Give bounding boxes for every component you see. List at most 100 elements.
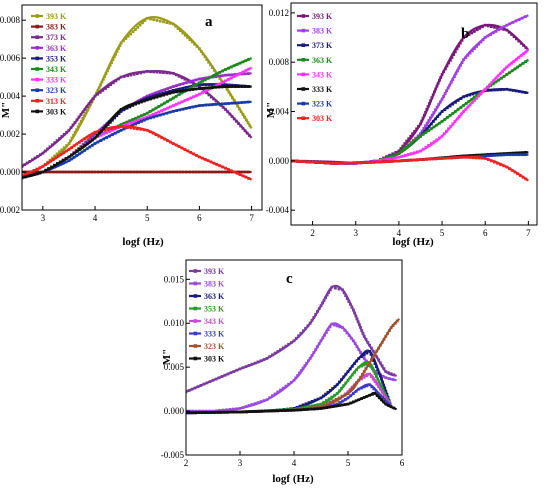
data-point-323-K: [359, 376, 362, 379]
data-point-393-K: [409, 134, 413, 138]
data-point-303-K: [67, 155, 71, 159]
data-point-323-K: [204, 103, 208, 107]
data-point-323-K: [316, 405, 320, 409]
data-point-303-K: [93, 136, 97, 140]
data-point-303-K: [106, 122, 110, 125]
data-point-393-K: [82, 114, 86, 118]
data-point-393-K: [220, 375, 224, 378]
data-point-303-K: [245, 410, 248, 414]
data-point-393-K: [246, 121, 250, 125]
data-point-363-K: [377, 371, 381, 375]
data-point-343-K: [379, 387, 382, 391]
data-point-393-K: [72, 133, 75, 137]
data-point-303-K: [119, 108, 123, 111]
data-point-383-K: [508, 22, 512, 26]
data-point-393-K: [67, 142, 71, 145]
data-point-313-K: [171, 142, 175, 145]
data-point-343-K: [473, 99, 476, 102]
data-point-303-K: [246, 85, 250, 88]
data-point-383-K: [323, 333, 326, 337]
data-point-323-K: [328, 400, 332, 404]
data-point-393-K: [186, 36, 189, 39]
data-point-353-K: [178, 87, 182, 91]
data-point-303-K: [235, 410, 239, 414]
data-point-383-K: [55, 170, 58, 174]
legend-marker: [35, 88, 40, 92]
data-point-343-K: [522, 52, 525, 56]
data-point-313-K: [26, 171, 30, 175]
data-point-313-K: [180, 146, 184, 150]
data-point-343-K: [122, 121, 126, 125]
data-point-303-K: [295, 159, 299, 163]
data-point-383-K: [87, 170, 90, 174]
data-point-333-K: [189, 96, 193, 100]
data-point-383-K: [316, 345, 319, 349]
data-point-333-K: [105, 131, 108, 135]
data-point-313-K: [189, 151, 193, 154]
data-point-363-K: [462, 104, 465, 107]
data-point-383-K: [51, 170, 55, 174]
data-point-373-K: [219, 103, 223, 107]
legend-label: 373 K: [46, 33, 67, 42]
data-point-303-K: [400, 159, 404, 163]
series-group: [291, 14, 530, 182]
data-point-363-K: [456, 108, 460, 111]
data-point-303-K: [267, 409, 270, 413]
data-point-303-K: [352, 400, 355, 404]
data-point-343-K: [235, 63, 239, 66]
data-point-303-K: [299, 408, 303, 412]
data-point-393-K: [229, 371, 233, 375]
data-point-383-K: [449, 80, 453, 84]
data-point-363-K: [88, 136, 92, 140]
legend-marker: [301, 14, 306, 18]
data-point-343-K: [462, 110, 465, 113]
data-point-363-K: [438, 121, 441, 125]
data-point-323-K: [307, 406, 311, 410]
data-point-393-K: [199, 50, 203, 53]
data-point-333-K: [372, 387, 376, 391]
data-point-393-K: [447, 61, 451, 65]
data-point-373-K: [46, 147, 49, 151]
x-tick-label: 5: [145, 213, 150, 223]
data-point-333-K: [198, 92, 201, 96]
data-point-393-K: [253, 361, 257, 365]
data-point-323-K: [122, 127, 126, 131]
data-point-383-K: [328, 325, 332, 329]
data-point-303-K: [134, 102, 137, 106]
data-point-343-K: [203, 78, 207, 82]
legend-label: 363 K: [204, 292, 225, 301]
data-point-373-K: [205, 91, 208, 95]
data-point-373-K: [101, 89, 105, 92]
data-point-393-K: [214, 377, 218, 381]
data-point-303-K: [366, 161, 369, 164]
data-point-363-K: [342, 375, 346, 379]
data-point-373-K: [234, 119, 238, 123]
data-point-343-K: [403, 154, 407, 157]
data-point-393-K: [55, 152, 59, 156]
legend-label: 333 K: [46, 76, 67, 85]
data-point-333-K: [349, 394, 353, 398]
data-point-333-K: [376, 391, 380, 395]
data-point-393-K: [397, 149, 401, 153]
data-point-303-K: [211, 86, 214, 89]
data-point-393-K: [387, 371, 390, 375]
data-point-343-K: [488, 83, 491, 87]
data-point-373-K: [139, 71, 143, 75]
data-point-343-K: [137, 115, 140, 119]
data-point-393-K: [310, 318, 314, 322]
data-point-343-K: [218, 71, 222, 74]
data-point-393-K: [227, 90, 231, 94]
data-point-383-K: [349, 336, 353, 340]
data-point-393-K: [317, 307, 321, 310]
data-point-343-K: [227, 66, 230, 70]
data-point-383-K: [326, 328, 330, 332]
data-point-333-K: [134, 119, 137, 123]
data-point-353-K: [373, 372, 377, 376]
legend-label: 313 K: [46, 97, 67, 106]
data-point-303-K: [516, 172, 519, 176]
data-point-373-K: [462, 95, 465, 99]
data-point-303-K: [387, 404, 390, 407]
data-point-373-K: [448, 104, 452, 108]
data-point-363-K: [391, 154, 395, 157]
data-point-353-K: [155, 93, 159, 97]
